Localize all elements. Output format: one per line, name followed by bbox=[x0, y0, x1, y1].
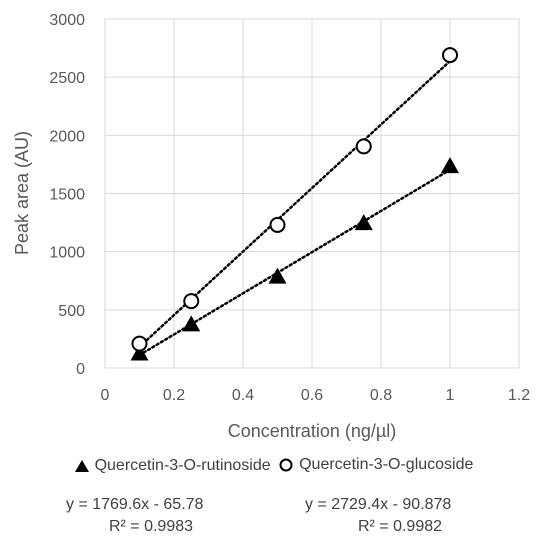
data-point-series-1 bbox=[269, 216, 286, 233]
trendlines bbox=[138, 59, 452, 357]
x-tick-label: 0.2 bbox=[163, 387, 185, 404]
data-point-series-1 bbox=[131, 335, 148, 352]
data-point-series-0 bbox=[441, 157, 459, 174]
legend-item-glucoside: Quercetin-3-O-glucoside bbox=[279, 456, 473, 474]
y-tick-label: 0 bbox=[76, 361, 85, 378]
y-tick-label: 1500 bbox=[49, 187, 85, 204]
y-tick-label: 3000 bbox=[49, 12, 85, 29]
legend: Quercetin-3-O-rutinoside Quercetin-3-O-g… bbox=[0, 456, 548, 477]
legend-label-glucoside: Quercetin-3-O-glucoside bbox=[299, 456, 474, 473]
r-squared-glucoside: R² = 0.9982 bbox=[357, 518, 443, 535]
grid bbox=[104, 18, 520, 369]
trendline-equation-rutinoside: y = 1769.6x - 65.78 bbox=[66, 496, 204, 513]
x-tick-label: 0 bbox=[101, 387, 110, 404]
data-point-series-0 bbox=[182, 315, 201, 332]
y-tick-label: 1000 bbox=[49, 245, 85, 262]
y-tick-label: 500 bbox=[58, 303, 85, 320]
data-markers bbox=[130, 47, 459, 361]
y-tick-label: 2000 bbox=[49, 128, 85, 145]
x-tick-label: 1.2 bbox=[508, 387, 530, 404]
data-point-series-0 bbox=[130, 344, 149, 361]
y-tick-label: 2500 bbox=[49, 70, 85, 87]
y-axis-title: Peak area (AU) bbox=[12, 131, 32, 255]
data-point-series-1 bbox=[355, 138, 372, 155]
r-squared-rutinoside: R² = 0.9983 bbox=[108, 518, 194, 535]
data-point-series-0 bbox=[268, 267, 287, 284]
data-point-series-1 bbox=[183, 293, 200, 310]
x-tick-label: 0.6 bbox=[301, 387, 323, 404]
data-point-series-0 bbox=[354, 214, 373, 231]
legend-label-rutinoside: Quercetin-3-O-rutinoside bbox=[94, 457, 271, 474]
tick-labels: 0 0.2 0.4 0.6 0.8 1 1.2 0 500 1000 1500 2000 2500 300… bbox=[49, 12, 530, 404]
data-point-series-1 bbox=[442, 47, 458, 64]
x-tick-label: 1 bbox=[446, 387, 455, 404]
legend-item-rutinoside: Quercetin-3-O-rutinoside bbox=[74, 457, 271, 475]
x-axis-title: Concentration (ng/µl) bbox=[228, 421, 396, 441]
chart: 0 0.2 0.4 0.6 0.8 1 1.2 0 500 1000 1500 2000 2500 300… bbox=[12, 12, 530, 441]
trendline-equation-glucoside: y = 2729.4x - 90.878 bbox=[305, 496, 452, 513]
filled-triangle-icon bbox=[74, 460, 89, 472]
equation-glucoside: y = 2729.4x - 90.878 R² = 0.9982 bbox=[305, 494, 495, 538]
open-circle-icon bbox=[279, 458, 293, 472]
x-tick-label: 0.4 bbox=[232, 387, 254, 404]
equation-rutinoside: y = 1769.6x - 65.78 R² = 0.9983 bbox=[66, 494, 236, 538]
x-tick-label: 0.8 bbox=[370, 387, 392, 404]
